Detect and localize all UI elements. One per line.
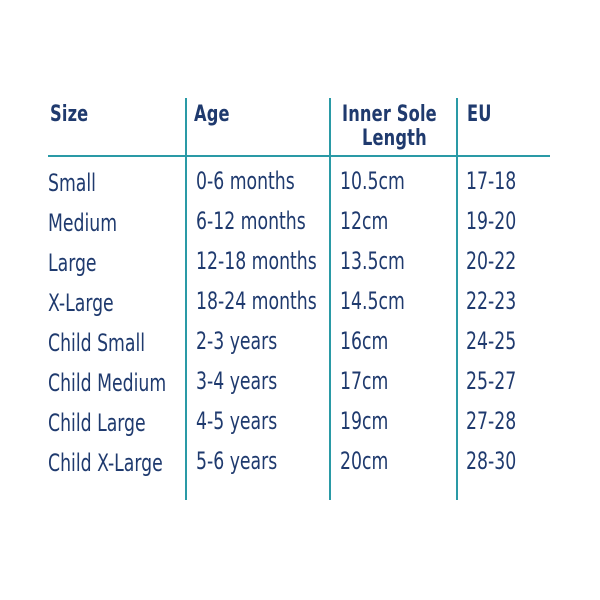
row-6-length: 17cm: [340, 367, 389, 395]
row-1-size: Small: [48, 169, 96, 197]
row-8-size: Child X-Large: [48, 449, 163, 477]
row-8-length: 20cm: [340, 447, 389, 475]
column-divider-length: [329, 98, 331, 500]
row-2-eu: 19-20: [466, 207, 517, 235]
row-6-size: Child Medium: [48, 369, 167, 397]
row-6-age: 3-4 years: [196, 367, 278, 395]
row-3-eu: 20-22: [466, 247, 517, 275]
header-size: Size: [50, 102, 89, 127]
column-divider-eu: [456, 98, 458, 500]
row-4-size: X-Large: [48, 289, 114, 317]
header-inner-sole-line2: Length: [362, 126, 427, 151]
row-4-age: 18-24 months: [196, 287, 317, 315]
row-5-length: 16cm: [340, 327, 389, 355]
header-rule: [48, 155, 550, 157]
header-eu: EU: [467, 102, 492, 127]
column-divider-age: [185, 98, 187, 500]
row-3-length: 13.5cm: [340, 247, 405, 275]
row-4-eu: 22-23: [466, 287, 517, 315]
row-4-length: 14.5cm: [340, 287, 405, 315]
row-7-length: 19cm: [340, 407, 389, 435]
row-7-size: Child Large: [48, 409, 146, 437]
row-6-eu: 25-27: [466, 367, 517, 395]
row-5-eu: 24-25: [466, 327, 517, 355]
row-5-age: 2-3 years: [196, 327, 278, 355]
row-1-length: 10.5cm: [340, 167, 405, 195]
row-8-eu: 28-30: [466, 447, 517, 475]
row-1-age: 0-6 months: [196, 167, 295, 195]
row-2-age: 6-12 months: [196, 207, 306, 235]
row-2-size: Medium: [48, 209, 118, 237]
row-7-age: 4-5 years: [196, 407, 278, 435]
header-age: Age: [194, 102, 230, 127]
row-8-age: 5-6 years: [196, 447, 278, 475]
row-7-eu: 27-28: [466, 407, 517, 435]
header-inner-sole-line1: Inner Sole: [342, 102, 437, 127]
row-3-size: Large: [48, 249, 97, 277]
row-1-eu: 17-18: [466, 167, 517, 195]
row-5-size: Child Small: [48, 329, 146, 357]
row-2-length: 12cm: [340, 207, 389, 235]
row-3-age: 12-18 months: [196, 247, 317, 275]
